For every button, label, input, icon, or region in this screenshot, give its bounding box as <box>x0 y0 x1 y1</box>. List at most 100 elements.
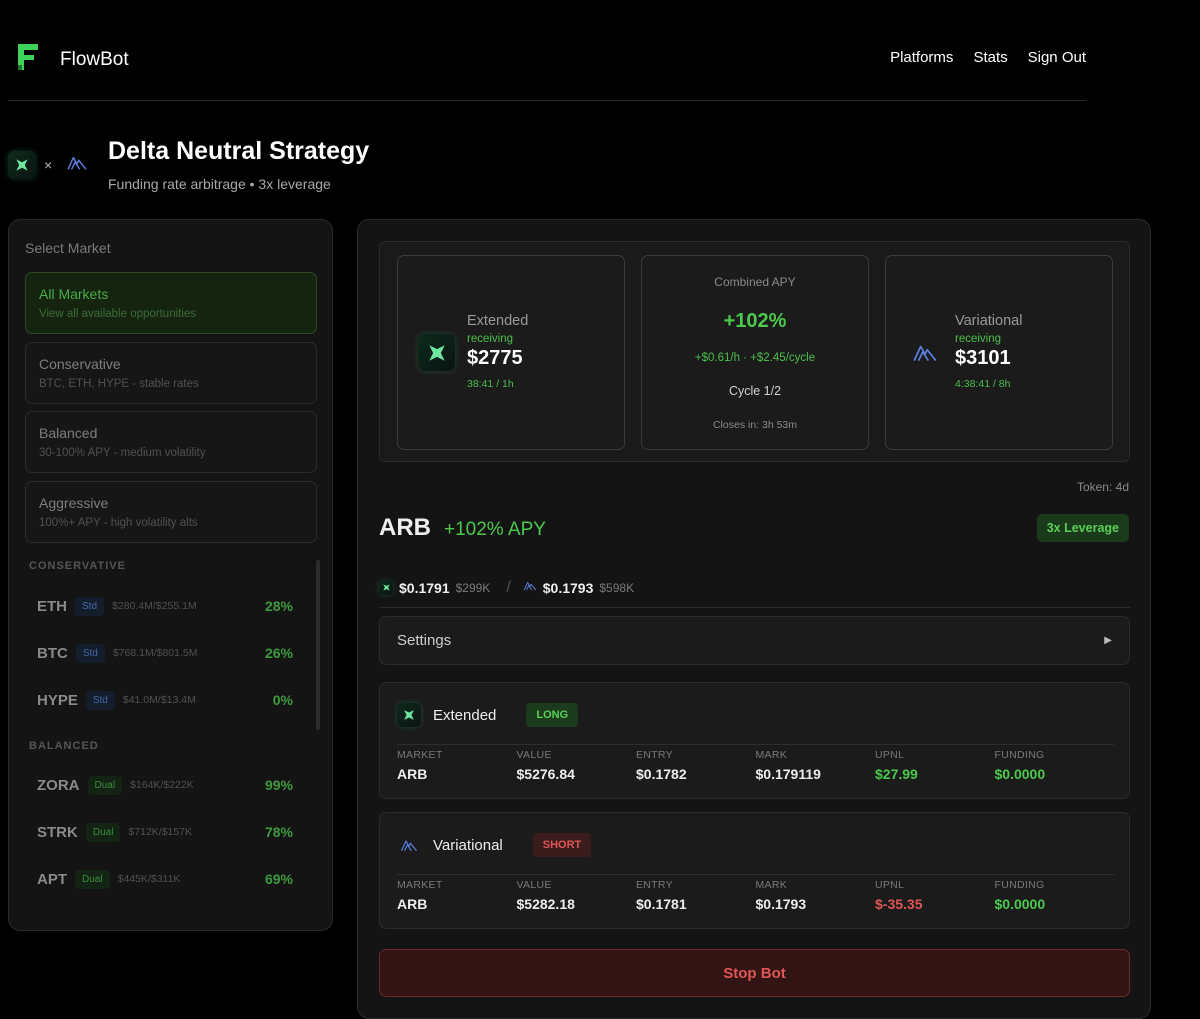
col-header-funding: FUNDING <box>994 749 1045 761</box>
settings-label: Settings <box>397 632 452 649</box>
market-apy: 0% <box>272 692 293 708</box>
market-apy: 69% <box>264 871 293 887</box>
funding-timer: 4:38:41 / 8h <box>955 378 1011 390</box>
position-market: ARB <box>397 896 428 912</box>
col-header-upnl: UPNL <box>875 879 905 891</box>
market-row-zora[interactable]: ZORA Dual $164K/$222K 99% <box>37 771 293 799</box>
market-apy: 26% <box>264 645 293 661</box>
market-symbol: HYPE <box>37 691 78 709</box>
position-card-variational: Variational SHORT MARKET ARB VALUE $5282.1… <box>379 812 1130 929</box>
variational-logo-icon <box>523 579 537 597</box>
funding-amount: $2775 <box>467 347 523 369</box>
market-row-strk[interactable]: STRK Dual $712K/$157K 78% <box>37 818 293 846</box>
market-symbol: STRK <box>37 823 78 841</box>
category-desc: BTC, ETH, HYPE - stable rates <box>39 378 199 390</box>
main-nav: Platforms Stats Sign Out <box>890 49 1086 66</box>
position-value: $5282.18 <box>516 896 575 912</box>
category-desc: 100%+ APY - high volatility alts <box>39 517 198 529</box>
funding-amount: $3101 <box>955 347 1011 369</box>
variational-summary-card: Variational receiving $3101 4:38:41 / 8h <box>885 255 1113 450</box>
market-type-badge: Std <box>85 690 115 710</box>
funding-status: receiving <box>467 333 514 345</box>
brand[interactable]: FlowBot <box>18 44 129 75</box>
market-type-badge: Dual <box>87 775 123 795</box>
position-funding: $0.0000 <box>994 896 1046 912</box>
funding-timer: 38:41 / 1h <box>467 378 514 390</box>
position-card-extended: Extended LONG MARKET ARB VALUE $5276.84 EN… <box>379 682 1130 799</box>
col-header-value: VALUE <box>516 749 552 761</box>
brand-name: FlowBot <box>60 48 129 70</box>
position-mark: $0.179119 <box>755 766 821 782</box>
panel-title: Select Market <box>25 240 111 256</box>
market-volume: $164K/$222K <box>130 779 194 791</box>
platform-name: Extended <box>467 313 529 329</box>
category-all-markets[interactable]: All Markets View all available opportuni… <box>25 272 317 334</box>
market-apy: 99% <box>264 777 293 793</box>
position-upnl: $27.99 <box>875 766 918 782</box>
price-row: $0.1791 $299K / $0.1793 $598K <box>379 578 1130 608</box>
price-separator: / <box>506 578 511 596</box>
stop-bot-button[interactable]: Stop Bot <box>379 949 1130 997</box>
position-side-badge: SHORT <box>532 833 592 857</box>
category-name: All Markets <box>39 286 109 302</box>
position-side-badge: LONG <box>526 703 579 727</box>
nav-stats[interactable]: Stats <box>973 49 1008 66</box>
category-conservative[interactable]: Conservative BTC, ETH, HYPE - stable rat… <box>25 342 317 404</box>
funding-status: receiving <box>955 333 1002 345</box>
variational-logo-icon <box>912 351 938 368</box>
platform-name: Variational <box>955 313 1023 329</box>
platform-logos: × <box>8 151 88 179</box>
col-header-funding: FUNDING <box>994 879 1045 891</box>
market-list-scrollbar[interactable] <box>316 560 320 730</box>
position-value: $5276.84 <box>516 766 575 782</box>
market-heading: ARB +102% APY <box>379 514 546 542</box>
market-row-apt[interactable]: APT Dual $445K/$311K 69% <box>37 865 293 893</box>
close-countdown: Closes in: 3h 53m <box>712 419 798 431</box>
category-aggressive[interactable]: Aggressive 100%+ APY - high volatility a… <box>25 481 317 543</box>
market-row-hype[interactable]: HYPE Std $41.0M/$13.4M 0% <box>37 686 293 714</box>
market-symbol: APT <box>37 870 67 888</box>
position-mark: $0.1793 <box>755 896 807 912</box>
section-label-conservative: CONSERVATIVE <box>29 560 126 572</box>
market-type-badge: Dual <box>85 822 121 842</box>
market-symbol: BTC <box>37 644 68 662</box>
nav-platforms[interactable]: Platforms <box>890 49 954 66</box>
earning-rate: +$0.61/h · +$2.45/cycle <box>694 352 816 364</box>
col-header-mark: MARK <box>755 879 788 891</box>
variational-logo-icon <box>397 838 421 853</box>
col-header-value: VALUE <box>516 879 552 891</box>
flowbot-logo-icon <box>18 44 38 75</box>
market-apy: +102% APY <box>444 519 546 540</box>
col-header-market: MARKET <box>397 749 443 761</box>
market-row-btc[interactable]: BTC Std $768.1M/$801.5M 26% <box>37 639 293 667</box>
combined-apy-value: +102% <box>723 310 787 332</box>
category-name: Balanced <box>39 425 98 441</box>
cycle-counter: Cycle 1/2 <box>728 384 782 398</box>
category-name: Aggressive <box>39 495 109 511</box>
leverage-badge: 3x Leverage <box>1036 514 1129 542</box>
market-type-badge: Std <box>75 596 105 616</box>
settings-toggle[interactable]: Settings ▶ <box>379 616 1130 665</box>
extended-price: $0.1791 <box>399 579 450 596</box>
market-volume: $41.0M/$13.4M <box>122 694 196 706</box>
col-header-mark: MARK <box>755 749 788 761</box>
category-desc: 30-100% APY - medium volatility <box>39 447 206 459</box>
variational-price: $0.1793 <box>542 579 594 596</box>
funding-summary: Extended receiving $2775 38:41 / 1h Comb… <box>379 241 1130 462</box>
category-balanced[interactable]: Balanced 30-100% APY - medium volatility <box>25 411 317 473</box>
combined-apy-card: Combined APY +102% +$0.61/h · +$2.45/cyc… <box>641 255 869 450</box>
position-platform: Variational <box>433 836 503 854</box>
market-type-badge: Std <box>75 643 105 663</box>
market-row-eth[interactable]: ETH Std $280.4M/$255.1M 28% <box>37 592 293 620</box>
extended-logo-icon <box>8 151 36 179</box>
market-apy: 78% <box>264 824 293 840</box>
position-upnl: $-35.35 <box>875 896 923 912</box>
section-label-balanced: BALANCED <box>29 740 99 752</box>
extended-logo-icon <box>379 580 393 595</box>
extended-logo-icon <box>397 703 421 727</box>
market-selector-panel: Select Market All Markets View all avail… <box>8 219 333 931</box>
top-navbar: FlowBot Platforms Stats Sign Out <box>8 0 1086 101</box>
col-header-entry: ENTRY <box>636 879 673 891</box>
market-apy: 28% <box>264 598 293 614</box>
nav-sign-out[interactable]: Sign Out <box>1027 49 1086 66</box>
